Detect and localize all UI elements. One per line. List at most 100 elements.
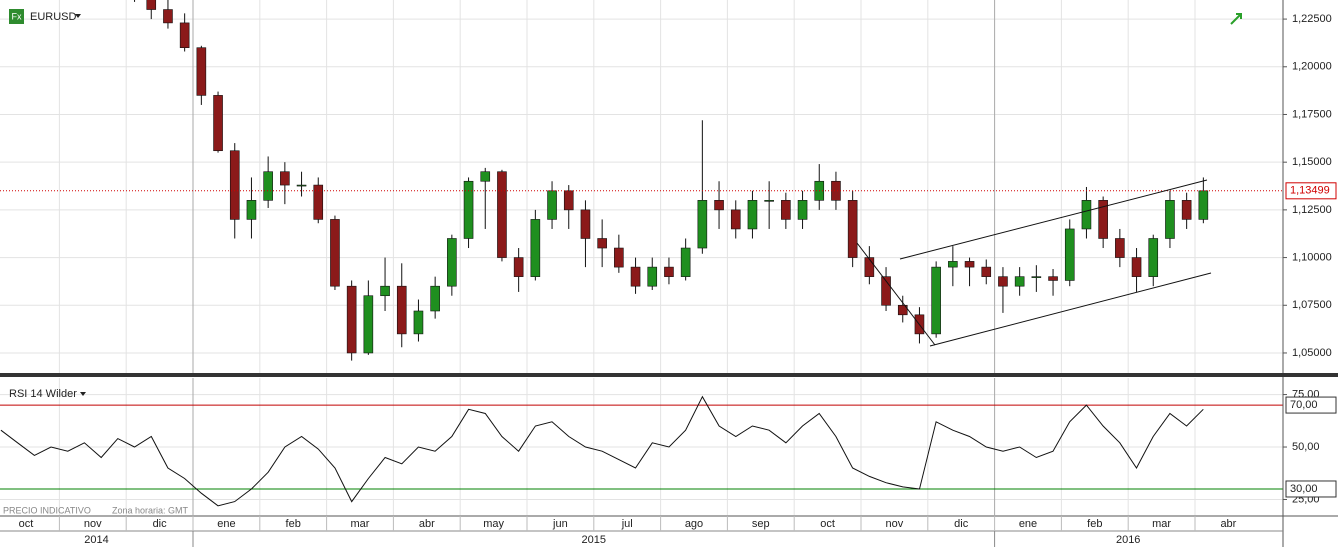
price-axis: 1,05000 1,07500 1,10000 1,12500 1,15000 1,175… xyxy=(1283,13,1332,359)
candle-body xyxy=(447,238,457,287)
candle-body xyxy=(1148,238,1159,277)
candle-body xyxy=(480,171,491,182)
trend-line xyxy=(856,242,936,346)
month-label: mar xyxy=(351,518,370,530)
candle-body xyxy=(764,200,774,202)
candle-body xyxy=(547,190,557,220)
month-label: ago xyxy=(685,518,703,530)
candle-body xyxy=(263,171,273,201)
y-tick-label: 1,10000 xyxy=(1292,251,1332,263)
month-label: ene xyxy=(1019,518,1037,530)
candle-body xyxy=(146,0,157,10)
candle-body xyxy=(413,310,424,335)
candle-body xyxy=(1181,200,1192,220)
candle-body xyxy=(1081,200,1092,230)
panel-separator xyxy=(0,373,1338,377)
candle-body xyxy=(1031,276,1042,278)
trend-line xyxy=(899,179,1208,260)
y-tick-label: 1,17500 xyxy=(1292,108,1332,120)
candle-body xyxy=(313,184,324,220)
y-tick-label: 1,12500 xyxy=(1292,204,1332,216)
level-box xyxy=(1285,480,1337,498)
footer-timezone: Zona horaria: GMT xyxy=(112,505,189,515)
candle-body xyxy=(1064,228,1075,281)
candle-body xyxy=(346,285,357,354)
trend-icon[interactable] xyxy=(1230,13,1242,25)
y-tick-label: 50,00 xyxy=(1292,441,1320,453)
candle-body xyxy=(1014,276,1025,287)
y-tick-label: 1,07500 xyxy=(1292,299,1332,311)
year-label: 2015 xyxy=(582,534,606,546)
candle-body xyxy=(714,200,724,211)
candle-body xyxy=(614,247,624,268)
candle-body xyxy=(196,47,207,96)
candle-body xyxy=(497,171,507,258)
price-grid xyxy=(0,0,1283,373)
candle-body xyxy=(630,266,641,287)
candle-body xyxy=(430,285,440,312)
y-tick-label: 1,15000 xyxy=(1292,156,1332,168)
month-label: abr xyxy=(1220,518,1236,530)
candle-body xyxy=(881,276,891,306)
candle-body xyxy=(680,247,691,277)
month-label: may xyxy=(483,518,504,530)
candle-body xyxy=(229,150,240,220)
month-label: dic xyxy=(954,518,969,530)
month-label: jun xyxy=(552,518,568,530)
candle-body xyxy=(597,238,607,249)
symbol[interactable]: EURUSD xyxy=(30,11,77,23)
candle-body xyxy=(998,276,1008,287)
trend-line xyxy=(929,272,1212,347)
month-label: jul xyxy=(621,518,633,530)
candle-body xyxy=(246,200,257,220)
candle-body xyxy=(697,200,708,249)
symbol-icon-text: Fx xyxy=(12,11,22,21)
trend-lines xyxy=(856,179,1212,347)
candle-body xyxy=(530,219,541,277)
indicator-title[interactable]: RSI 14 Wilder xyxy=(9,388,77,400)
month-label: abr xyxy=(419,518,435,530)
candle-body xyxy=(179,22,190,48)
candle-body xyxy=(747,200,758,230)
candle-body xyxy=(163,9,173,24)
candle-body xyxy=(580,209,591,239)
candle-body xyxy=(948,261,958,268)
candle-body xyxy=(647,266,658,287)
candle-body xyxy=(380,285,390,297)
candle-body xyxy=(931,266,941,335)
candle-body xyxy=(1165,200,1175,239)
footer-source: PRECIO INDICATIVO xyxy=(3,505,91,515)
candle-body xyxy=(897,304,908,316)
dropdown-arrow[interactable] xyxy=(80,392,86,396)
price-plot xyxy=(0,0,1283,361)
candle-body xyxy=(1115,238,1125,258)
time-axis: oct nov dic 2014 ene feb mar abr may jun jul ago sep… xyxy=(19,518,1237,546)
candle-body xyxy=(513,257,524,277)
candle-body xyxy=(664,266,674,277)
dropdown-arrow[interactable] xyxy=(75,14,81,18)
month-label: nov xyxy=(886,518,904,530)
year-label: 2014 xyxy=(84,534,108,546)
y-tick-label: 1,05000 xyxy=(1292,347,1332,359)
candle-body xyxy=(1198,190,1209,220)
candle-body xyxy=(1098,200,1108,239)
month-label: ene xyxy=(217,518,235,530)
month-label: feb xyxy=(286,518,301,530)
month-label: sep xyxy=(752,518,770,530)
candle-body xyxy=(463,180,474,239)
candle-body xyxy=(781,200,791,220)
month-label: dic xyxy=(153,518,168,530)
candle-body xyxy=(981,266,992,277)
level-label: 30,00 xyxy=(1290,483,1318,495)
month-label: oct xyxy=(19,518,34,530)
candle-body xyxy=(330,219,340,287)
candle-body xyxy=(831,180,841,201)
candle-body xyxy=(864,257,875,277)
last-price-label: 1,13499 xyxy=(1290,185,1330,197)
candle-body xyxy=(363,295,374,354)
candle-body xyxy=(797,200,808,220)
year-label: 2016 xyxy=(1116,534,1140,546)
candle-body xyxy=(1131,257,1142,277)
